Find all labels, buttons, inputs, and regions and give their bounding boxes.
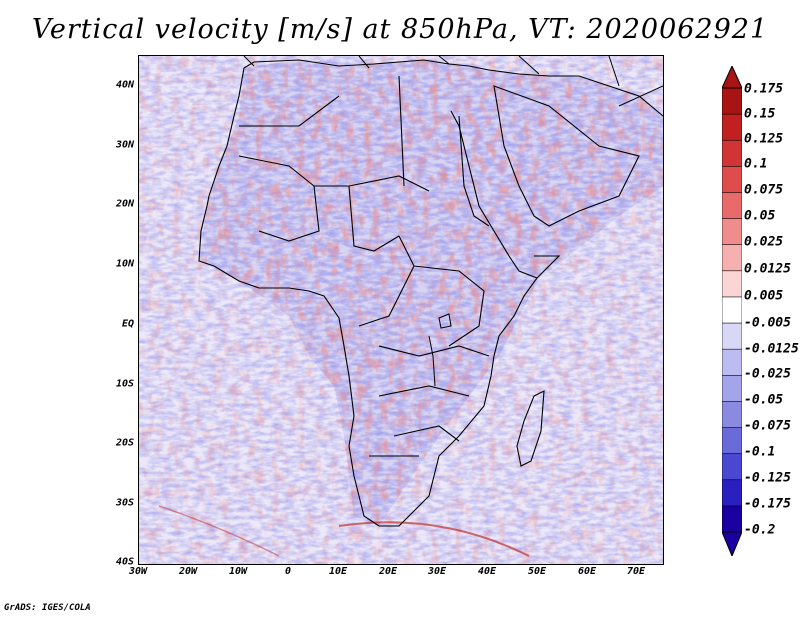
colorbar-label: 0.125 [744,131,784,147]
colorbar-swatch [722,374,742,403]
colorbar-swatch [722,113,742,142]
lat-label: 40N [115,79,134,91]
colorbar-label: 0.1 [744,156,768,172]
map-title: Vertical velocity [m/s] at 850hPa, VT: 2… [31,14,769,45]
lon-label: 10W [228,566,248,577]
lat-label: 30S [115,497,134,509]
colorbar-label: -0.075 [744,418,791,434]
colorbar-label: -0.025 [744,366,791,382]
colorbar-label: -0.05 [744,392,784,408]
colorbar-swatch [722,87,742,115]
colorbar-swatch [722,505,742,533]
lat-label: 30N [115,139,134,151]
lat-label: 20N [115,198,134,210]
lon-label: 0 [284,566,292,577]
grads-footer: GrADS: IGES/COLA [4,603,91,613]
lat-label: 10S [115,378,134,390]
lon-label: 20E [378,566,398,577]
colorbar-swatch [722,427,742,455]
colorbar-bottom-arrow [722,531,742,556]
lon-label: 50E [527,566,547,577]
colorbar-label: 0.075 [744,182,784,198]
colorbar-label: -0.125 [744,470,791,486]
colorbar-swatch [722,192,742,220]
colorbar-label: 0.0125 [744,261,791,277]
colorbar-swatch [722,348,742,377]
colorbar-label: 0.175 [744,81,784,97]
map-panel [138,55,664,565]
lon-label: 30E [427,566,447,577]
lon-label: 70E [626,566,646,577]
colorbar-label: 0.05 [744,208,776,224]
colorbar-swatch [722,401,742,429]
colorbar-swatch [722,166,742,194]
lon-label: 20W [178,566,198,577]
lon-label: 60E [577,566,597,577]
colorbar-label: -0.0125 [744,341,799,357]
lat-label: EQ [121,318,134,330]
lat-label: 20S [115,437,134,449]
colorbar-swatch [722,139,742,168]
colorbar-label: 0.005 [744,288,784,304]
lon-label: 40E [477,566,497,577]
colorbar-swatch [722,453,742,481]
colorbar-swatch [722,296,742,324]
colorbar [722,66,742,556]
colorbar-label: -0.175 [744,496,791,512]
lon-label: 10E [328,566,348,577]
colorbar-swatch [722,244,742,272]
colorbar-label: -0.2 [744,522,776,538]
colorbar-label: -0.1 [744,444,776,460]
colorbar-label: -0.005 [744,315,791,331]
colorbar-label: 0.025 [744,234,784,250]
colorbar-label: 0.15 [744,106,776,122]
lon-label: 30W [128,566,148,577]
colorbar-swatch [722,218,742,246]
lat-label: 40S [115,556,134,568]
colorbar-swatch [722,270,742,298]
colorbar-swatch [722,322,742,350]
colorbar-swatch [722,479,742,507]
lat-label: 10N [115,258,134,270]
colorbar-top-arrow [722,66,742,89]
